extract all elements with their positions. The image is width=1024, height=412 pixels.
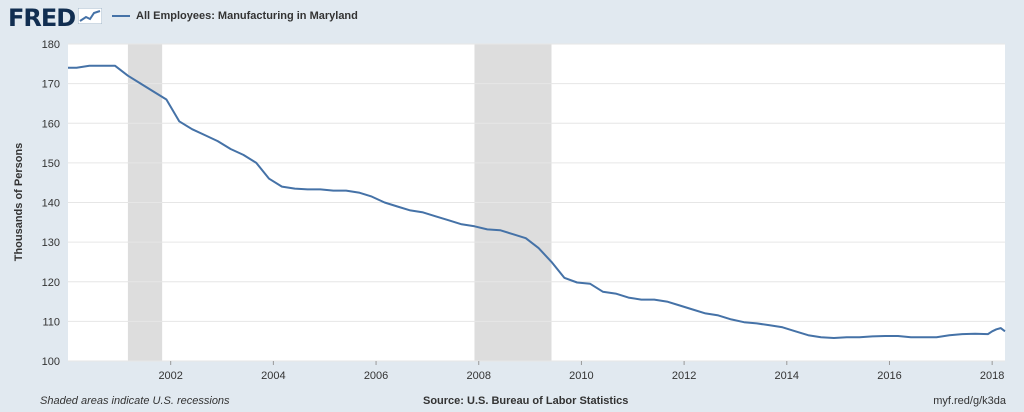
legend-label: All Employees: Manufacturing in Maryland [136,10,358,22]
y-axis-label: Thousands of Persons [13,143,25,262]
y-tick-label: 140 [42,198,60,210]
x-tick-label: 2010 [569,370,593,382]
x-tick-label: 2018 [980,370,1004,382]
fred-logo[interactable]: FRED [8,4,76,32]
grid-lines [68,43,1005,362]
series-line-0[interactable] [68,64,1006,339]
x-tick-label: 2006 [364,370,388,382]
x-tick-label: 2012 [672,370,696,382]
y-tick-labels: 100 110 120 130 140 150 160 170 180 [42,39,60,368]
x-tick-label: 2002 [158,370,182,382]
y-tick-label: 150 [42,158,60,170]
y-tick-label: 110 [42,316,60,328]
y-tick-label: 170 [42,79,60,91]
x-tick-label: 2008 [466,370,490,382]
x-tick-label: 2004 [261,370,285,382]
source-text: Source: U.S. Bureau of Labor Statistics [423,395,629,407]
y-tick-label: 160 [42,118,60,130]
x-tick-label: 2014 [775,370,799,382]
chart-header: FRED All Employees: Manufacturing in Mar… [0,0,1024,36]
y-tick-label: 130 [42,237,60,249]
y-tick-label: 180 [42,39,60,51]
series-layer [68,64,1006,339]
y-tick-label: 100 [42,356,60,368]
x-tick-labels: 2002 2004 2006 2008 2010 2012 2014 2016 2018 [158,361,1004,382]
legend-line-swatch [112,15,130,17]
recession-note: Shaded areas indicate U.S. recessions [40,395,230,407]
logo-graph-icon [78,8,102,24]
y-tick-label: 120 [42,277,60,289]
x-tick-label: 2016 [877,370,901,382]
short-link[interactable]: myf.red/g/k3da [933,395,1006,407]
legend[interactable]: All Employees: Manufacturing in Maryland [112,10,358,22]
